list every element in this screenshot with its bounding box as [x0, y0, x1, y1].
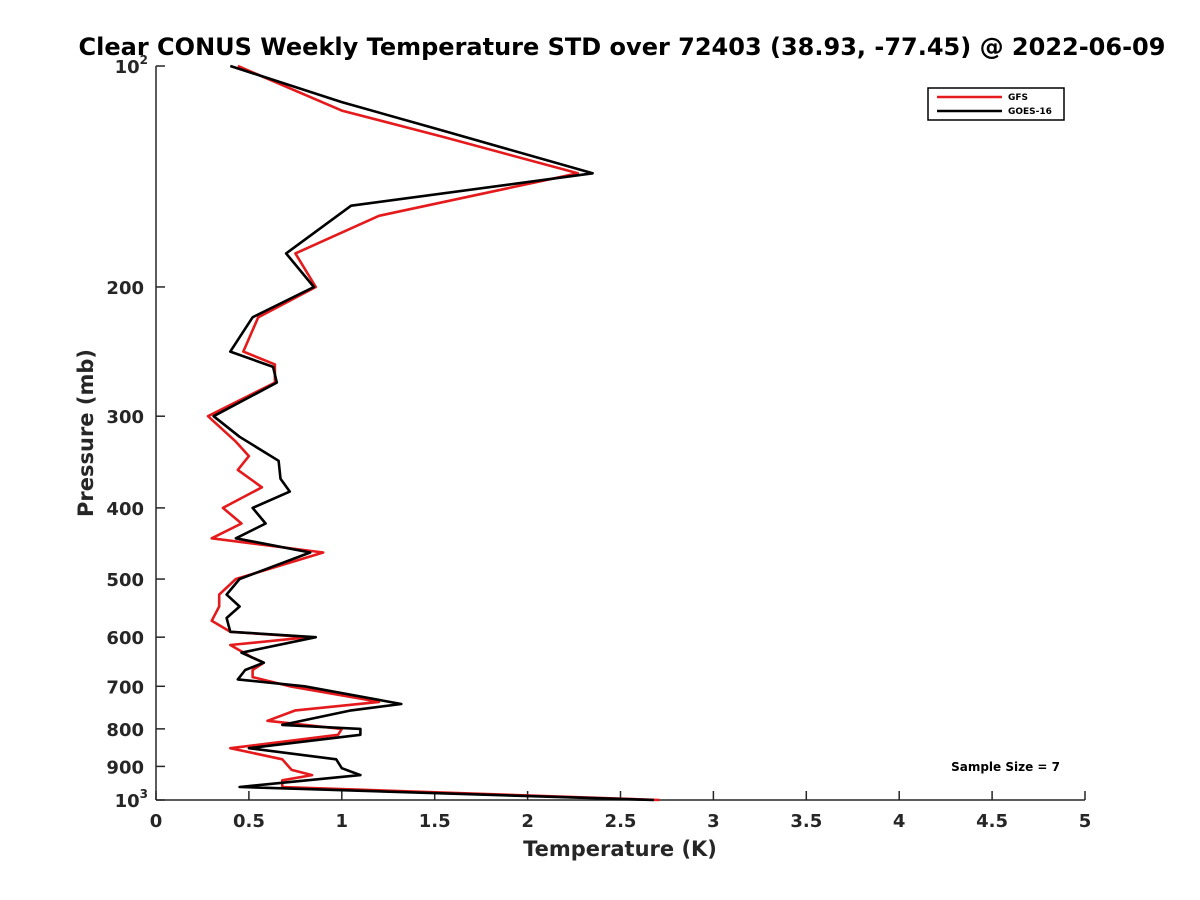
y-tick-label: 400: [106, 499, 144, 520]
x-tick-label: 3.5: [790, 811, 822, 832]
x-tick-label: 0: [150, 811, 163, 832]
x-axis-label: Temperature (K): [523, 837, 717, 861]
y-tick-exponent: 3: [140, 787, 148, 801]
x-tick-label: 0.5: [233, 811, 265, 832]
y-tick-label: 700: [106, 677, 144, 698]
series-line-gfs: [206, 64, 660, 802]
y-tick-label: 800: [106, 720, 144, 741]
x-tick-label: 4: [893, 811, 906, 832]
x-tick-label: 2: [521, 811, 534, 832]
y-tick-label: 500: [106, 570, 144, 591]
y-tick-label: 900: [106, 757, 144, 778]
y-tick-base: 10: [115, 57, 140, 78]
series-line-goes-16: [212, 64, 654, 802]
y-tick-label: 103: [115, 787, 148, 812]
series-lines: [206, 64, 660, 802]
y-tick-label: 200: [106, 278, 144, 299]
y-tick-label: 102: [115, 53, 148, 78]
sample-size-annotation: Sample Size = 7: [951, 760, 1060, 774]
chart-title: Clear CONUS Weekly Temperature STD over …: [79, 33, 1166, 61]
x-tick-label: 1: [336, 811, 349, 832]
legend-box: [927, 87, 1065, 121]
x-tick-label: 1.5: [419, 811, 451, 832]
x-tick-label: 5: [1079, 811, 1092, 832]
legend-label-goes-16: GOES-16: [1008, 107, 1052, 117]
legend-label-gfs: GFS: [1008, 93, 1028, 103]
x-tick-label: 4.5: [976, 811, 1008, 832]
legend: GFS GOES-16: [927, 87, 1065, 121]
axes: [155, 66, 1085, 801]
y-tick-label: 300: [106, 407, 144, 428]
y-axis-label: Pressure (mb): [74, 349, 98, 517]
y-tick-base: 10: [115, 791, 140, 812]
y-tick-label: 600: [106, 628, 144, 649]
x-ticks: 0 0.5 1 1.5 2 2.5 3 3.5 4 4.5 5: [150, 791, 1092, 832]
x-tick-label: 3: [707, 811, 720, 832]
y-tick-exponent: 2: [140, 53, 148, 67]
x-tick-label: 2.5: [605, 811, 637, 832]
